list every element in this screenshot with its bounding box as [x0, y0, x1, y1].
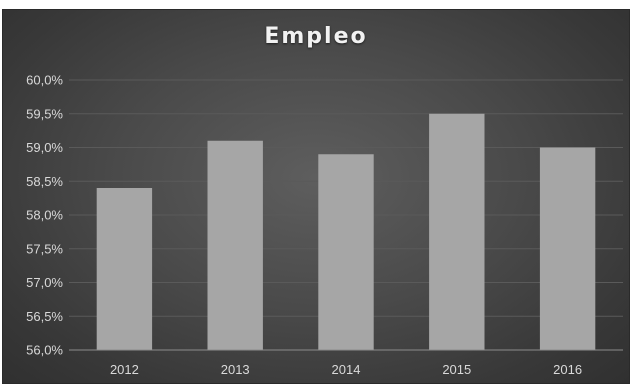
- y-tick-label: 59,0%: [26, 140, 63, 155]
- bars: [96, 113, 596, 350]
- y-tick-label: 58,5%: [26, 174, 63, 189]
- x-axis-ticks: 2012 2013 2014 2015 2016: [110, 362, 582, 377]
- y-tick-label: 56,0%: [26, 343, 63, 358]
- x-tick-label: 2015: [442, 362, 471, 377]
- bar-2015: [429, 113, 485, 350]
- y-tick-label: 57,0%: [26, 275, 63, 290]
- y-tick-label: 57,5%: [26, 241, 63, 256]
- x-tick-label: 2016: [553, 362, 582, 377]
- bar-2014: [318, 154, 374, 350]
- x-tick-label: 2012: [110, 362, 139, 377]
- y-axis-ticks: 56,0% 56,5% 57,0% 57,5% 58,0% 58,5% 59,0% 59,5%…: [26, 73, 63, 358]
- y-tick-label: 58,0%: [26, 208, 63, 223]
- y-tick-label: 59,5%: [26, 106, 63, 121]
- y-tick-label: 60,0%: [26, 73, 63, 88]
- chart-title: Empleo: [264, 24, 368, 49]
- x-tick-label: 2013: [221, 362, 250, 377]
- bar-2012: [96, 188, 153, 350]
- bar-2016: [539, 147, 596, 350]
- chart-container: Empleo 56,0% 56,5% 57,0% 57,5% 58,0% 58,5% 59,…: [2, 9, 630, 384]
- y-tick-label: 56,5%: [26, 309, 63, 324]
- bar-chart-plot: 56,0% 56,5% 57,0% 57,5% 58,0% 58,5% 59,0% 59,5%…: [26, 73, 623, 377]
- x-tick-label: 2014: [332, 362, 361, 377]
- bar-2013: [207, 140, 263, 350]
